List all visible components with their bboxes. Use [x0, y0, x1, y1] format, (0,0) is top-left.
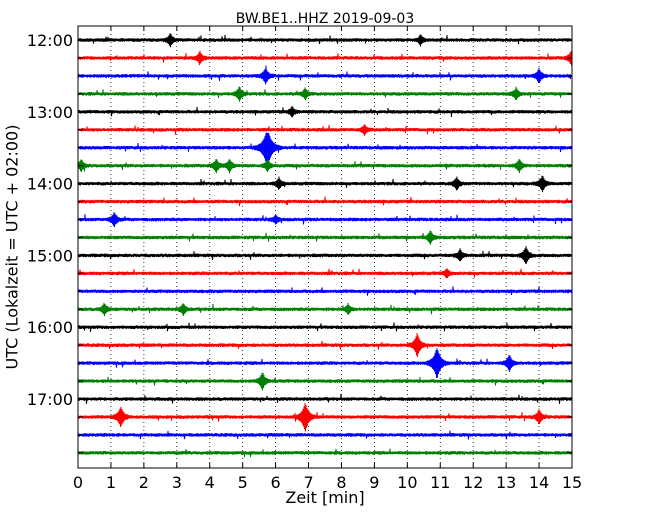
trace-13	[77, 268, 573, 279]
trace-7	[77, 158, 573, 174]
x-tick-label: 13	[496, 473, 516, 492]
x-tick-label: 1	[106, 473, 116, 492]
y-tick-label: 15:00	[27, 246, 73, 265]
x-tick-label: 3	[172, 473, 182, 492]
trace-20	[77, 393, 573, 405]
seismic-traces	[77, 33, 573, 458]
trace-6	[77, 132, 573, 163]
trace-9	[77, 196, 573, 206]
trace-19	[77, 372, 573, 391]
x-tick-label: 4	[205, 473, 215, 492]
y-tick-label: 17:00	[27, 390, 73, 409]
x-tick-label: 14	[529, 473, 549, 492]
x-tick-label: 9	[369, 473, 379, 492]
trace-23	[77, 448, 573, 458]
x-axis-ticks: 0 1 2 3 4 5 6 7 8 9 10 11 12 13 14 15	[73, 26, 582, 492]
trace-17	[77, 332, 573, 357]
y-tick-label: 16:00	[27, 318, 73, 337]
trace-16	[77, 322, 573, 333]
trace-12	[77, 246, 573, 264]
y-tick-label: 14:00	[27, 175, 73, 194]
plot-frame	[77, 25, 573, 469]
y-tick-label: 12:00	[27, 31, 73, 50]
trace-2	[77, 65, 573, 85]
trace-1	[77, 48, 573, 66]
x-tick-label: 12	[463, 473, 483, 492]
x-tick-label: 0	[73, 473, 83, 492]
x-tick-label: 7	[303, 473, 313, 492]
x-tick-label: 10	[397, 473, 417, 492]
trace-4	[77, 105, 573, 118]
trace-5	[77, 124, 573, 136]
trace-11	[77, 230, 573, 245]
x-tick-label: 6	[271, 473, 281, 492]
y-tick-label: 13:00	[27, 103, 73, 122]
x-tick-label: 8	[336, 473, 346, 492]
y-axis-label: UTC (Lokalzeit = UTC + 02:00)	[2, 124, 22, 370]
trace-22	[77, 430, 573, 440]
trace-0	[77, 33, 573, 48]
x-axis-label: Zeit [min]	[285, 488, 365, 507]
x-tick-label: 11	[430, 473, 450, 492]
trace-21	[77, 402, 573, 432]
trace-18	[77, 348, 573, 378]
trace-10	[77, 212, 573, 228]
x-tick-label: 2	[139, 473, 149, 492]
chart-title: BW.BE1..HHZ 2019-09-03	[235, 11, 415, 27]
y-axis-ticks: 12:00 13:00 14:00 15:00 16:00 17:00	[27, 31, 572, 454]
trace-3	[77, 86, 573, 102]
trace-14	[77, 286, 573, 296]
trace-8	[77, 175, 573, 193]
x-tick-label: 15	[562, 473, 582, 492]
x-tick-label: 5	[238, 473, 248, 492]
trace-15	[77, 302, 573, 317]
